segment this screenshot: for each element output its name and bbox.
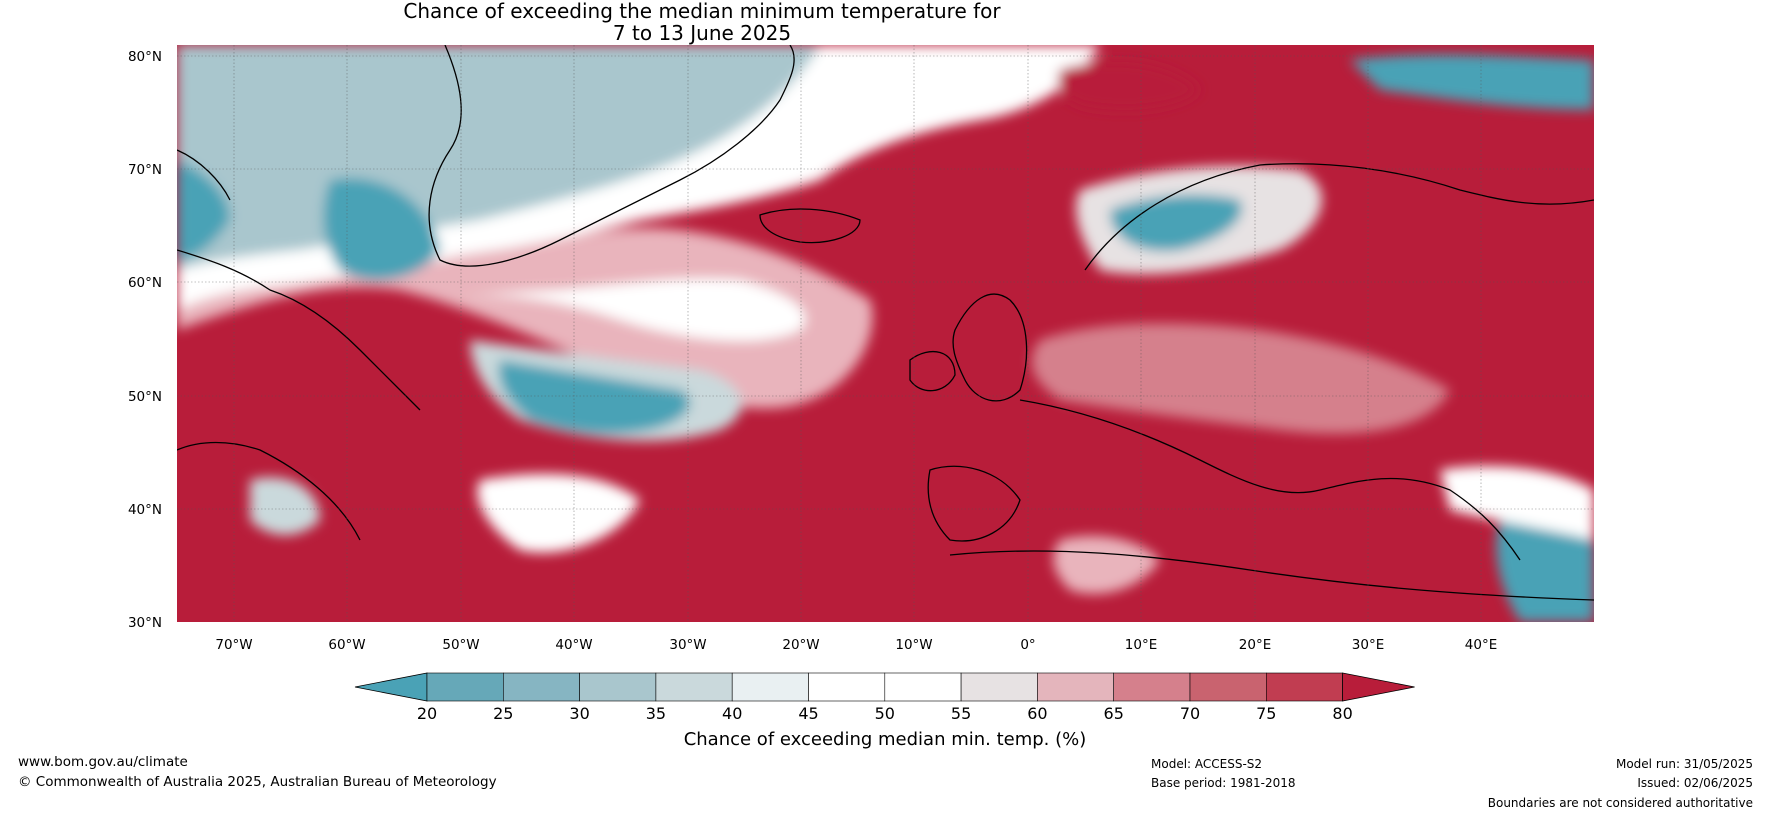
colorbar-extension-high	[1342, 672, 1415, 702]
colorbar-segment	[960, 672, 1038, 702]
field-patch-us-coast	[250, 477, 320, 535]
lon-label: 20°W	[782, 637, 819, 653]
coast-iberia	[927, 465, 1021, 542]
lat-label: 80°N	[128, 49, 162, 65]
footer-disclaimer: Boundaries are not considered authoritat…	[1487, 796, 1753, 810]
coast-scandinavia	[1084, 163, 1594, 271]
colorbar-segment	[502, 672, 580, 702]
colorbar-tick-label: 35	[646, 704, 666, 723]
colorbar-segment	[1266, 672, 1343, 702]
field-patch-davis-strait-cool	[323, 178, 440, 281]
colorbar-segment	[1037, 672, 1115, 702]
lon-label: 20°E	[1239, 637, 1271, 653]
lat-label: 70°N	[128, 162, 162, 178]
probability-field	[177, 45, 1594, 622]
coast-north-africa	[949, 550, 1594, 601]
field-patch-europe-mid-warm	[1031, 323, 1450, 434]
chart-title-line1: Chance of exceeding the median minimum t…	[403, 0, 1001, 23]
field-patch-caspian-neutral	[1440, 466, 1594, 540]
lon-labels: 70°W 60°W 50°W 40°W 30°W 20°W 10°W 0° 10…	[215, 637, 1497, 653]
coast-greenland	[428, 45, 795, 267]
field-patch-north-africa	[1053, 536, 1160, 594]
lon-label: 10°W	[895, 637, 932, 653]
lon-label: 0°	[1020, 637, 1035, 653]
footer-url: www.bom.gov.au/climate	[18, 754, 188, 770]
colorbar-tick-label: 65	[1104, 704, 1124, 723]
footer-model: Model: ACCESS-S2	[1151, 757, 1263, 771]
graticule	[177, 45, 1594, 622]
colorbar: 20 25 30 35 40 45 50 55 60 65 70 75 80	[354, 672, 1415, 723]
lon-label: 70°W	[215, 637, 252, 653]
colorbar-tick-label: 45	[798, 704, 818, 723]
colorbar-tick-label: 25	[493, 704, 513, 723]
colorbar-tick-label: 55	[951, 704, 971, 723]
colorbar-segment	[579, 672, 657, 702]
field-patch-svalbard-warm	[1058, 61, 1200, 110]
coast-mediterranean	[1019, 399, 1521, 561]
colorbar-segment	[1189, 672, 1267, 702]
lat-label: 60°N	[128, 275, 162, 291]
colorbar-segment	[731, 672, 809, 702]
field-patch-baffin-cool	[177, 160, 230, 260]
lon-label: 50°W	[442, 637, 479, 653]
lat-label: 40°N	[128, 502, 162, 518]
lon-label: 30°W	[669, 637, 706, 653]
colorbar-label: Chance of exceeding median min. temp. (%…	[684, 729, 1087, 750]
field-patch-neutral	[440, 278, 806, 553]
field-patch-norway-cool	[1110, 194, 1242, 251]
field-patch-cool-atlantic	[498, 360, 690, 435]
footer-copyright: © Commonwealth of Australia 2025, Austra…	[18, 774, 497, 790]
lon-label: 40°W	[555, 637, 592, 653]
chart-title-line2: 7 to 13 June 2025	[612, 21, 792, 45]
lon-label: 30°E	[1352, 637, 1384, 653]
colorbar-segment	[426, 672, 504, 702]
colorbar-segment	[1113, 672, 1191, 702]
colorbar-tick-label: 60	[1027, 704, 1047, 723]
coast-iceland	[759, 208, 861, 244]
colorbar-tick-label: 50	[875, 704, 895, 723]
colorbar-segment	[655, 672, 733, 702]
colorbar-tick-label: 40	[722, 704, 742, 723]
colorbar-tick-label: 80	[1332, 704, 1352, 723]
lon-label: 60°W	[328, 637, 365, 653]
lat-labels: 80°N 70°N 60°N 50°N 40°N 30°N	[128, 49, 162, 631]
lon-label: 40°E	[1465, 637, 1497, 653]
field-patch-barents-cool	[1350, 54, 1594, 110]
field-patch-red-sea-cool	[1496, 516, 1594, 622]
colorbar-tick-label: 75	[1256, 704, 1276, 723]
footer-issued: Issued: 02/06/2025	[1637, 776, 1753, 790]
colorbar-tick-label: 70	[1180, 704, 1200, 723]
colorbar-segment	[884, 672, 962, 702]
colorbar-tick-label: 20	[417, 704, 437, 723]
coastlines	[177, 45, 1594, 601]
lat-label: 50°N	[128, 389, 162, 405]
coast-british-isles	[909, 293, 1028, 402]
colorbar-extension-low	[354, 672, 428, 702]
lon-label: 10°E	[1125, 637, 1157, 653]
footer-model-run: Model run: 31/05/2025	[1615, 757, 1753, 771]
colorbar-tick-label: 30	[569, 704, 589, 723]
colorbar-segment	[808, 672, 886, 702]
lat-label: 30°N	[128, 615, 162, 631]
footer-base-period: Base period: 1981-2018	[1151, 776, 1296, 790]
